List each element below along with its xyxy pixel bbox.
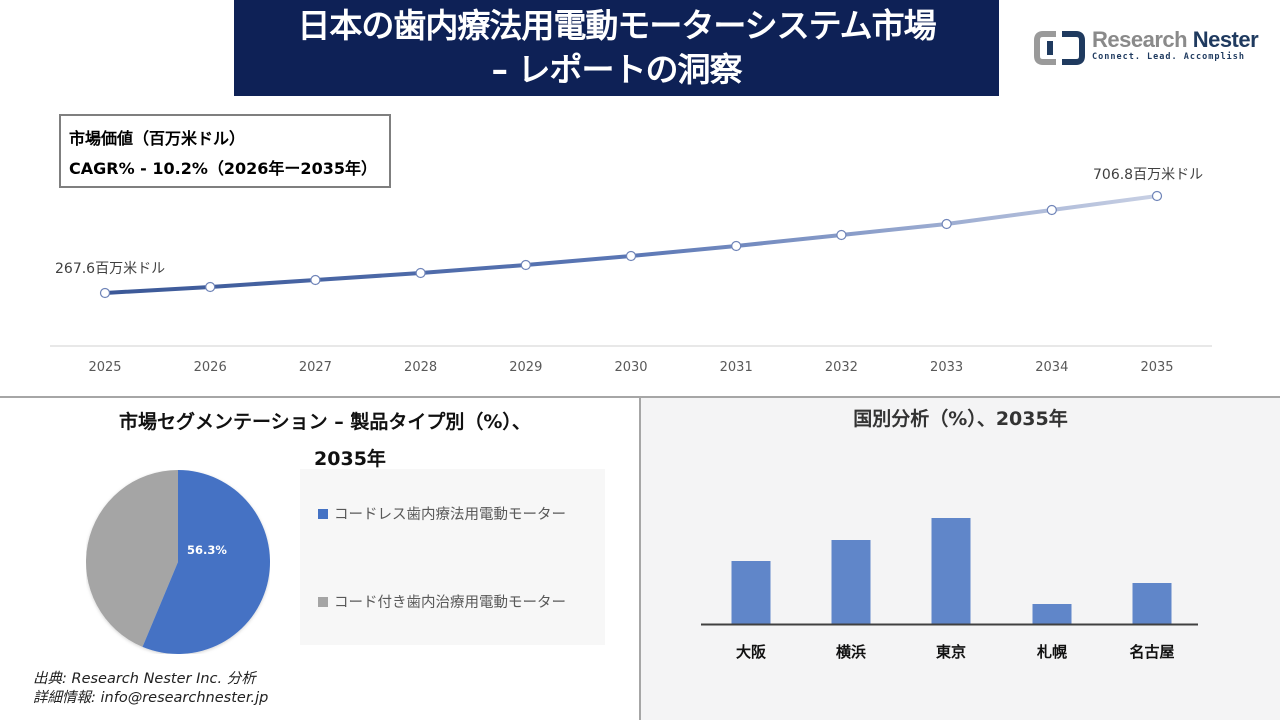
- pie-slice-label: 56.3%: [187, 543, 227, 557]
- legend-label: コード付き歯内治療用電動モーター: [334, 595, 566, 611]
- logo-tagline: Connect. Lead. Accomplish: [1092, 52, 1245, 62]
- x-axis-tick-label: 2025: [88, 360, 121, 375]
- bar-東京: [931, 518, 971, 624]
- data-point-marker: [625, 250, 637, 262]
- x-axis-tick-label: 2031: [720, 360, 753, 375]
- legend-swatch-blue: [318, 508, 328, 519]
- x-axis-tick-label: 2026: [194, 360, 227, 375]
- x-axis-tick-label: 2034: [1035, 360, 1068, 375]
- data-point-marker: [205, 281, 216, 293]
- data-point-marker: [99, 287, 111, 299]
- x-axis-tick-label: 2032: [825, 360, 858, 375]
- data-point-marker: [941, 218, 952, 230]
- x-axis-labels: 2025 2026 2027 2028 2029 2030 2031 2032 2033 2034…: [88, 360, 1173, 375]
- research-nester-logo: Research Nester Connect. Lead. Accomplis…: [1034, 27, 1259, 67]
- data-point-marker: [731, 240, 742, 252]
- segmentation-title: 市場セグメンテーション – 製品タイプ別（%）、 2035年: [0, 404, 700, 478]
- cagr-label: CAGR% - 10.2%（2026年ー2035年）: [69, 159, 377, 178]
- bars: [731, 518, 1172, 624]
- x-axis-tick-label: 2033: [930, 360, 963, 375]
- regional-bar-chart: 大阪 横浜 東京 札幌 名古屋: [701, 518, 1198, 661]
- data-point-marker: [310, 274, 321, 286]
- bar-x-axis-labels: 大阪 横浜 東京 札幌 名古屋: [736, 643, 1175, 661]
- start-value-label: 267.6百万米ドル: [55, 261, 165, 277]
- page-title-line2: – レポートの洞察: [491, 50, 743, 89]
- page-title-line1: 日本の歯内療法用電動モーターシステム市場: [297, 6, 936, 45]
- legend-item-cordless: コードレス歯内療法用電動モーター: [318, 503, 566, 524]
- segmentation-title-line2: 2035年: [314, 448, 386, 470]
- source-text: 出典: Research Nester Inc. 分析: [33, 671, 256, 687]
- market-value-info-box: 市場価値（百万米ドル） CAGR% - 10.2%（2026年ー2035年）: [59, 114, 391, 188]
- bar-category-label: 札幌: [1036, 643, 1067, 661]
- end-value-label: 706.8百万米ドル: [1093, 167, 1203, 183]
- pie-slice-cordless: [142, 470, 270, 654]
- market-value-line-chart: 2025 2026 2027 2028 2029 2030 2031 2032 2033 2034…: [50, 167, 1212, 375]
- data-point-marker: [520, 259, 531, 271]
- bar-名古屋: [1132, 583, 1172, 624]
- market-value-line: [103, 194, 1159, 295]
- data-point-marker: [1151, 190, 1163, 202]
- market-value-unit-label: 市場価値（百万米ドル）: [69, 129, 246, 148]
- bar-札幌: [1032, 604, 1072, 624]
- pie-slice-corded: [86, 470, 178, 647]
- x-axis-tick-label: 2030: [614, 360, 647, 375]
- vertical-divider: [639, 397, 641, 720]
- data-points: [99, 190, 1163, 299]
- product-type-pie-chart: 56.3%: [86, 470, 270, 654]
- data-point-marker: [1046, 204, 1057, 216]
- legend-item-corded: コード付き歯内治療用電動モーター: [318, 591, 566, 612]
- logo-name: Research Nester: [1092, 27, 1259, 52]
- source-footer: 出典: Research Nester Inc. 分析 詳細情報: info@r…: [33, 670, 268, 708]
- x-axis-tick-label: 2029: [509, 360, 542, 375]
- segmentation-title-line1: 市場セグメンテーション – 製品タイプ別（%）、: [119, 411, 531, 433]
- bar-大阪: [731, 561, 771, 624]
- bar-横浜: [831, 540, 871, 624]
- regional-chart-title: 国別分析（%）、2035年: [853, 408, 1068, 430]
- x-axis-tick-label: 2028: [404, 360, 437, 375]
- legend-label: コードレス歯内療法用電動モーター: [334, 507, 566, 523]
- x-axis-tick-label: 2035: [1140, 360, 1173, 375]
- bar-category-label: 東京: [936, 643, 966, 661]
- data-point-marker: [836, 229, 847, 241]
- research-nester-logo-icon: [1034, 31, 1085, 65]
- page-title: 日本の歯内療法用電動モーターシステム市場 – レポートの洞察: [234, 0, 999, 96]
- data-point-marker: [415, 267, 426, 279]
- pie-legend: コードレス歯内療法用電動モーター コード付き歯内治療用電動モーター: [300, 469, 605, 645]
- contact-text: 詳細情報: info@researchnester.jp: [33, 690, 269, 706]
- bar-category-label: 名古屋: [1129, 643, 1174, 661]
- legend-swatch-gray: [318, 596, 328, 607]
- bar-category-label: 横浜: [836, 643, 866, 661]
- bar-category-label: 大阪: [736, 643, 767, 661]
- x-axis-tick-label: 2027: [299, 360, 332, 375]
